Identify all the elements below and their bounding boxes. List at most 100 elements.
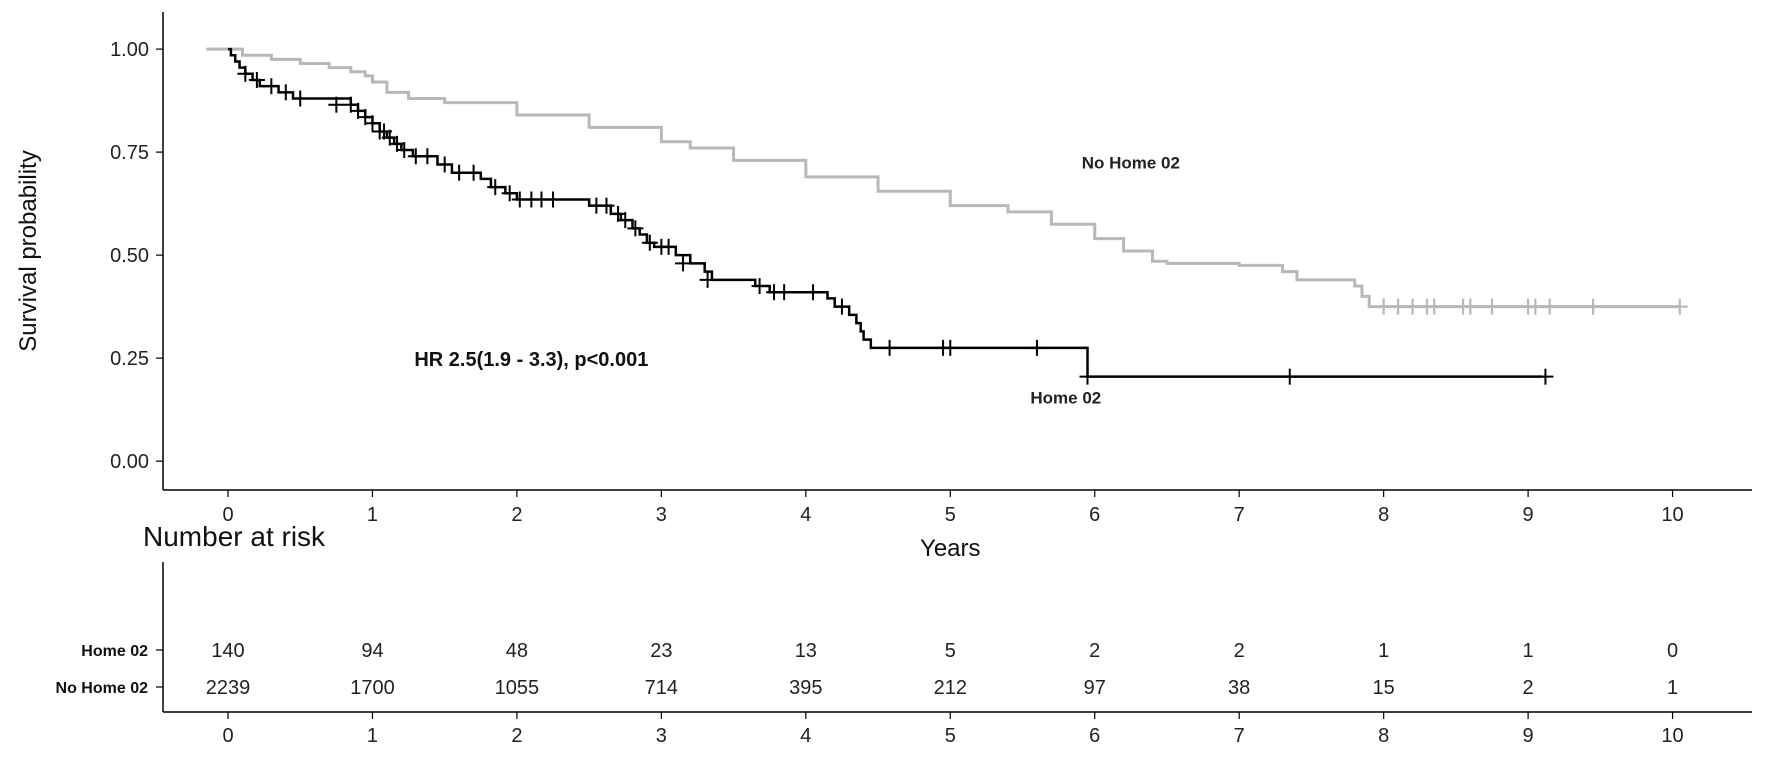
censor-mark-no-home-02 <box>1375 298 1392 315</box>
censor-mark-no-home-02 <box>1462 298 1479 315</box>
risk-value: 5 <box>945 640 956 662</box>
censor-mark-no-home-02 <box>1483 298 1500 315</box>
risk-value: 15 <box>1373 677 1395 699</box>
risk-x-tick-label: 10 <box>1661 725 1683 747</box>
censor-mark-no-home-02 <box>1527 298 1544 315</box>
risk-value: 1 <box>1667 677 1678 699</box>
censor-mark-no-home-02 <box>1541 298 1558 315</box>
x-tick-label: 8 <box>1378 504 1389 526</box>
risk-value: 1700 <box>350 677 395 699</box>
risk-value: 2 <box>1234 640 1245 662</box>
censor-mark-no-home-02 <box>1585 298 1602 315</box>
y-tick-label: 1.00 <box>110 39 149 61</box>
censor-mark-no-home-02 <box>1671 298 1688 315</box>
x-tick-label: 10 <box>1661 504 1683 526</box>
risk-value: 140 <box>211 640 244 662</box>
censor-mark-home-02 <box>776 284 793 301</box>
censor-mark-home-02 <box>451 164 468 181</box>
x-tick-label: 4 <box>800 504 811 526</box>
censor-mark-no-home-02 <box>1390 298 1407 315</box>
censor-mark-home-02 <box>419 148 436 165</box>
censor-mark-home-02 <box>699 271 716 288</box>
risk-value: 48 <box>506 640 528 662</box>
series-label: No Home 02 <box>1082 154 1180 173</box>
risk-value: 13 <box>795 640 817 662</box>
censor-mark-home-02 <box>660 238 677 255</box>
risk-value: 1 <box>1523 640 1534 662</box>
censor-mark-home-02 <box>396 142 413 159</box>
hr-annotation: HR 2.5(1.9 - 3.3), p<0.001 <box>414 349 648 371</box>
y-tick-label: 0.25 <box>110 348 149 370</box>
censor-mark-home-02 <box>751 278 768 295</box>
censor-mark-home-02 <box>1079 368 1096 385</box>
censor-mark-home-02 <box>881 339 898 356</box>
risk-x-tick-label: 0 <box>222 725 233 747</box>
censor-mark-home-02 <box>292 90 309 107</box>
risk-value: 38 <box>1228 677 1250 699</box>
censor-mark-home-02 <box>487 179 504 196</box>
risk-x-tick-label: 2 <box>511 725 522 747</box>
x-tick-label: 2 <box>511 504 522 526</box>
y-tick-label: 0.00 <box>110 451 149 473</box>
x-tick-label: 6 <box>1089 504 1100 526</box>
censor-mark-home-02 <box>328 96 345 113</box>
censor-mark-home-02 <box>436 156 453 173</box>
risk-value: 0 <box>1667 640 1678 662</box>
censor-mark-home-02 <box>1028 339 1045 356</box>
y-tick-label: 0.75 <box>110 142 149 164</box>
risk-value: 1 <box>1378 640 1389 662</box>
risk-value: 2239 <box>206 677 251 699</box>
censor-mark-home-02 <box>465 164 482 181</box>
x-tick-label: 5 <box>945 504 956 526</box>
x-tick-label: 9 <box>1523 504 1534 526</box>
x-tick-label: 0 <box>222 504 233 526</box>
censor-mark-home-02 <box>805 284 822 301</box>
risk-value: 97 <box>1084 677 1106 699</box>
censor-mark-home-02 <box>364 115 381 132</box>
x-tick-label: 3 <box>656 504 667 526</box>
censor-mark-home-02 <box>248 71 265 88</box>
risk-value: 212 <box>934 677 967 699</box>
risk-x-tick-label: 3 <box>656 725 667 747</box>
censor-mark-home-02 <box>545 191 562 208</box>
censor-mark-home-02 <box>501 185 518 202</box>
risk-x-tick-label: 8 <box>1378 725 1389 747</box>
y-axis-title: Survival probability <box>15 150 42 351</box>
x-axis-title: Years <box>920 535 981 562</box>
censor-mark-home-02 <box>675 255 692 272</box>
risk-x-tick-label: 1 <box>367 725 378 747</box>
risk-x-tick-label: 7 <box>1234 725 1245 747</box>
censor-mark-home-02 <box>277 84 294 101</box>
risk-value: 1055 <box>495 677 540 699</box>
risk-table-title: Number at risk <box>143 521 326 552</box>
risk-value: 2 <box>1523 677 1534 699</box>
censor-mark-no-home-02 <box>1404 298 1421 315</box>
censor-mark-home-02 <box>263 78 280 95</box>
x-tick-label: 1 <box>367 504 378 526</box>
censor-mark-home-02 <box>1281 368 1298 385</box>
risk-row-label: Home 02 <box>81 643 148 660</box>
censor-mark-home-02 <box>1537 368 1554 385</box>
censor-mark-home-02 <box>833 298 850 315</box>
risk-value: 714 <box>645 677 678 699</box>
censor-mark-home-02 <box>627 220 644 237</box>
risk-x-tick-label: 4 <box>800 725 811 747</box>
series-no-home-02 <box>206 47 1680 309</box>
risk-value: 23 <box>650 640 672 662</box>
censor-mark-home-02 <box>942 339 959 356</box>
censor-mark-home-02 <box>617 212 634 229</box>
series-label: Home 02 <box>1030 388 1101 407</box>
risk-x-tick-label: 6 <box>1089 725 1100 747</box>
risk-row-label: No Home 02 <box>56 680 149 697</box>
risk-x-tick-label: 9 <box>1523 725 1534 747</box>
risk-x-tick-label: 5 <box>945 725 956 747</box>
series-no-home-02-line <box>206 47 1680 309</box>
censor-mark-home-02 <box>598 197 615 214</box>
risk-value: 395 <box>789 677 822 699</box>
risk-value: 94 <box>361 640 383 662</box>
censor-mark-home-02 <box>237 65 254 82</box>
censor-mark-home-02 <box>641 234 658 251</box>
risk-value: 2 <box>1089 640 1100 662</box>
x-tick-label: 7 <box>1234 504 1245 526</box>
